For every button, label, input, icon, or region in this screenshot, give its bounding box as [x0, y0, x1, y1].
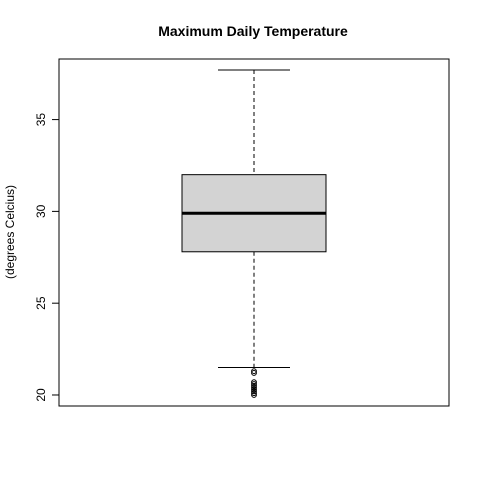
box-plot [181, 69, 327, 398]
outlier-point [251, 386, 257, 393]
y-tick-label: 35 [34, 113, 48, 127]
outlier-point [251, 368, 257, 375]
outlier-point [251, 379, 257, 386]
chart-title: Maximum Daily Temperature [158, 23, 348, 39]
outlier-point [251, 384, 257, 391]
y-tick-label: 20 [34, 388, 48, 402]
outlier-point [251, 392, 257, 398]
outlier-point [251, 370, 257, 376]
outlier-point [251, 381, 257, 387]
outlier-point [251, 390, 257, 397]
y-tick-label: 30 [34, 204, 48, 218]
outlier-point [251, 382, 257, 389]
y-axis: 20 25 30 35 [34, 113, 60, 402]
outlier-point [251, 388, 257, 395]
y-tick-label: 25 [34, 296, 48, 310]
y-axis-label: (degrees Celcius) [3, 185, 17, 279]
